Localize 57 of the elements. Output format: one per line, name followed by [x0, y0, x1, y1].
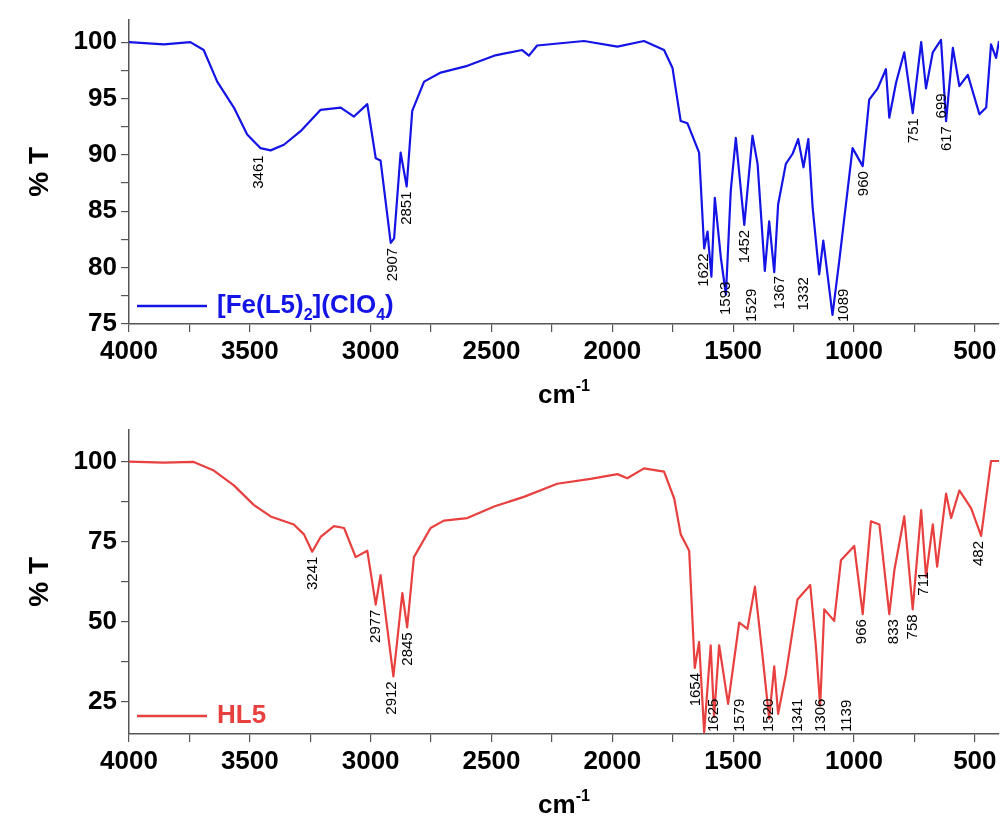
annotation: 3461 [249, 155, 267, 189]
annotation: 833 [884, 619, 902, 645]
annotation: 2851 [396, 191, 414, 225]
y-tick-label: 50 [88, 605, 117, 636]
annotation: 2845 [398, 632, 416, 666]
annotation: 1452 [734, 229, 752, 264]
x-tick-label: 2000 [583, 334, 642, 365]
x-tick-label: 1500 [704, 744, 763, 775]
annotation: 966 [852, 619, 870, 645]
x-tick-label: 500 [953, 744, 997, 775]
annotation: 2977 [366, 609, 384, 643]
annotation: 2912 [382, 681, 400, 715]
x-tick-label: 4000 [100, 744, 158, 775]
annotation: 2907 [383, 247, 401, 282]
annotation: 1625 [704, 698, 722, 733]
y-tick-label: 80 [88, 250, 117, 281]
annotation: 1520 [759, 698, 777, 733]
annotation: 1341 [787, 698, 805, 733]
y-axis-title: % T [22, 556, 54, 607]
annotation: 482 [969, 540, 987, 567]
annotation: 3241 [302, 556, 320, 591]
annotation: 617 [936, 126, 954, 152]
annotation: 751 [904, 118, 922, 144]
annotation: 1332 [793, 277, 811, 311]
x-tick-label: 2000 [583, 744, 642, 775]
x-tick-label: 2500 [462, 334, 521, 365]
x-tick-label: 3500 [220, 744, 279, 775]
annotation: 1579 [730, 698, 748, 733]
annotation: 1089 [833, 288, 851, 323]
annotation: 1654 [686, 672, 704, 707]
y-tick-label: 95 [88, 81, 117, 112]
x-tick-label: 2500 [462, 744, 521, 775]
annotation: 1529 [742, 288, 760, 323]
x-tick-label: 1000 [825, 334, 883, 365]
legend-label: HL5 [217, 699, 267, 730]
annotation: 699 [931, 93, 949, 119]
annotation: 711 [913, 571, 931, 596]
y-tick-label: 25 [88, 685, 117, 716]
x-tick-label: 1500 [704, 334, 763, 365]
x-tick-label: 3000 [341, 744, 400, 775]
y-tick-label: 75 [88, 524, 117, 555]
y-tick-label: 90 [88, 138, 117, 169]
y-tick-label: 100 [73, 444, 117, 475]
annotation: 1367 [770, 276, 788, 310]
annotation: 1593 [715, 281, 733, 316]
x-tick-label: 500 [953, 334, 997, 365]
y-axis-title: % T [22, 146, 54, 197]
x-tick-label: 3000 [341, 334, 400, 365]
x-tick-label: 1000 [825, 744, 883, 775]
annotation: 758 [902, 614, 920, 640]
annotation: 1622 [693, 253, 711, 287]
annotation: 1306 [811, 698, 829, 733]
y-tick-label: 100 [73, 25, 117, 56]
annotation: 960 [853, 171, 871, 197]
annotation: 1139 [836, 699, 854, 733]
y-tick-label: 85 [88, 194, 117, 225]
x-tick-label: 3500 [220, 334, 279, 365]
